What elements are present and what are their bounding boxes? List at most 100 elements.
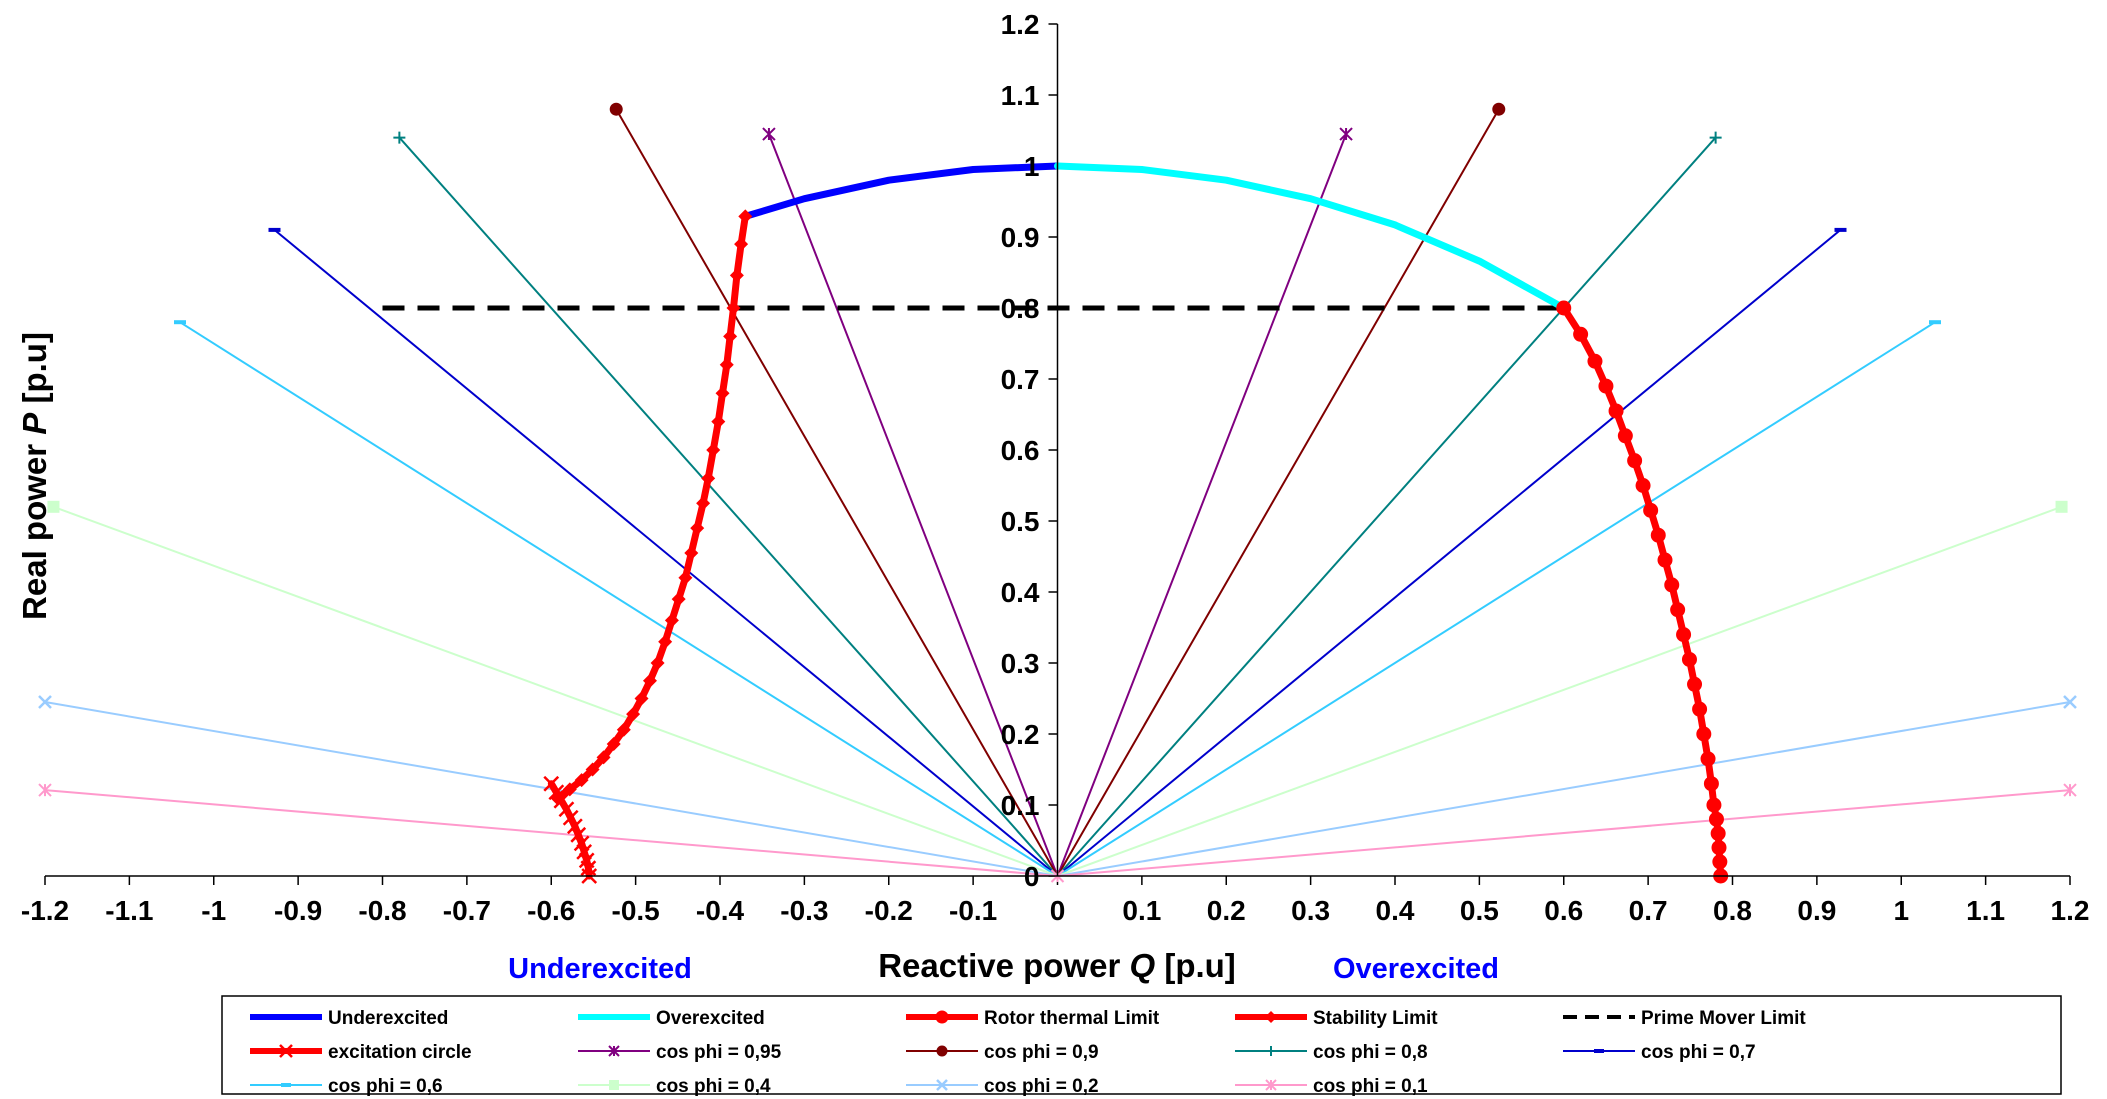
x-tick-label: 0.3 <box>1291 895 1330 926</box>
legend-entry: excitation circle <box>250 1042 472 1063</box>
x-axis-title-part: Reactive power <box>878 947 1129 984</box>
series-1 <box>1054 162 1568 312</box>
data-point <box>762 127 776 141</box>
data-point <box>1627 453 1643 469</box>
legend-entry: Underexcited <box>250 1008 448 1029</box>
data-point <box>1708 811 1724 827</box>
legend-entry: cos phi = 0,2 <box>906 1076 1099 1097</box>
series-2 <box>1556 300 1729 884</box>
data-point <box>38 695 52 709</box>
data-point <box>393 131 406 144</box>
data-point <box>1587 353 1603 369</box>
legend-label: Overexcited <box>656 1008 765 1029</box>
data-point <box>1492 102 1506 116</box>
data-point <box>1650 527 1666 543</box>
y-tick-label: 1 <box>1024 151 1040 182</box>
data-point <box>711 414 726 429</box>
x-tick-label: 0.6 <box>1544 895 1583 926</box>
data-point <box>706 443 721 457</box>
legend-label: Prime Mover Limit <box>1641 1008 1806 1029</box>
y-tick-label: 0.7 <box>1001 364 1040 395</box>
data-point <box>1692 701 1708 717</box>
data-point <box>729 268 744 283</box>
data-point <box>1664 577 1680 593</box>
data-point <box>558 801 575 818</box>
data-point <box>553 792 570 809</box>
y-axis-title-part: Real power <box>16 435 53 620</box>
legend-entry: Stability Limit <box>1235 1008 1438 1029</box>
legend-entry: cos phi = 0,1 <box>1235 1076 1428 1097</box>
legend-entry: Prime Mover Limit <box>1563 1008 1806 1029</box>
data-point <box>1657 552 1673 568</box>
data-point <box>1608 403 1624 419</box>
x-tick-label: -1.1 <box>105 895 153 926</box>
legend-marker <box>1265 1079 1277 1091</box>
data-point <box>1635 478 1651 493</box>
legend-entry: cos phi = 0,6 <box>250 1076 443 1097</box>
data-point <box>1681 651 1697 667</box>
data-point <box>650 656 665 670</box>
data-point <box>548 784 565 801</box>
data-point <box>684 545 699 560</box>
legend-label: cos phi = 0,4 <box>656 1076 771 1097</box>
data-point <box>626 707 641 722</box>
x-tick-label: 0.8 <box>1713 895 1752 926</box>
x-axis-title: Reactive power Q [p.u] <box>878 947 1236 984</box>
legend-label: cos phi = 0,8 <box>1313 1042 1428 1063</box>
annotation-overexcited: Overexcited <box>1333 953 1499 985</box>
legend-box <box>221 995 2062 1095</box>
data-point <box>1556 300 1572 316</box>
x-tick-label: 0.7 <box>1629 895 1668 926</box>
data-point <box>738 209 753 224</box>
legend-label: cos phi = 0,7 <box>1641 1042 1756 1063</box>
y-tick-label: 0.4 <box>1001 577 1040 608</box>
y-axis-title-part: [p.u] <box>16 332 53 413</box>
legend-label: Rotor thermal Limit <box>984 1008 1160 1029</box>
data-point <box>734 237 749 252</box>
legend-marker <box>1266 1046 1276 1056</box>
data-point <box>690 521 705 536</box>
legend-entry: cos phi = 0,4 <box>578 1076 771 1097</box>
data-point <box>38 783 52 797</box>
legend: Underexcited Overexcited Rotor thermal Lim… <box>250 1008 1806 1097</box>
data-point <box>1670 602 1686 618</box>
x-tick-label: 0.9 <box>1797 895 1836 926</box>
legend-label: cos phi = 0,9 <box>984 1042 1099 1063</box>
series-0 <box>741 162 1061 220</box>
data-point <box>562 782 577 797</box>
data-point <box>658 634 673 649</box>
data-point <box>723 329 738 344</box>
x-tick-label: -1 <box>201 895 226 926</box>
data-point <box>606 736 621 751</box>
y-tick-label: 0.6 <box>1001 435 1040 466</box>
legend-label: cos phi = 0,2 <box>984 1076 1099 1097</box>
data-point <box>2063 783 2077 797</box>
x-tick-label: 1.1 <box>1966 895 2005 926</box>
data-point <box>678 570 693 585</box>
data-point <box>566 818 583 835</box>
legend-label: cos phi = 0,6 <box>328 1076 443 1097</box>
data-point <box>1706 797 1722 813</box>
data-point <box>1700 751 1716 767</box>
data-point <box>664 613 679 628</box>
legend-entry: cos phi = 0,8 <box>1235 1042 1428 1063</box>
data-point <box>696 496 711 511</box>
series-5 <box>543 775 598 884</box>
x-tick-label: -0.1 <box>949 895 997 926</box>
legend-marker <box>936 1079 948 1091</box>
legend-marker <box>936 1045 948 1057</box>
data-point <box>1643 502 1659 518</box>
x-tick-label: -0.5 <box>612 895 660 926</box>
x-tick-label: -0.6 <box>527 895 575 926</box>
tick-labels: -1.2 -1.1 -1 -0.9 -0.8 -0.7 -0.6 -0.5 -0.4 -0.3 -0… <box>21 9 2090 926</box>
x-tick-label: 0.4 <box>1376 895 1415 926</box>
series-3 <box>550 209 753 805</box>
series-line <box>553 212 749 802</box>
data-point <box>570 826 587 843</box>
data-point <box>1617 428 1633 444</box>
x-tick-label: 0 <box>1050 895 1066 926</box>
y-tick-label: 0.2 <box>1001 719 1040 750</box>
data-point <box>715 386 730 401</box>
series-line <box>1054 162 1568 312</box>
